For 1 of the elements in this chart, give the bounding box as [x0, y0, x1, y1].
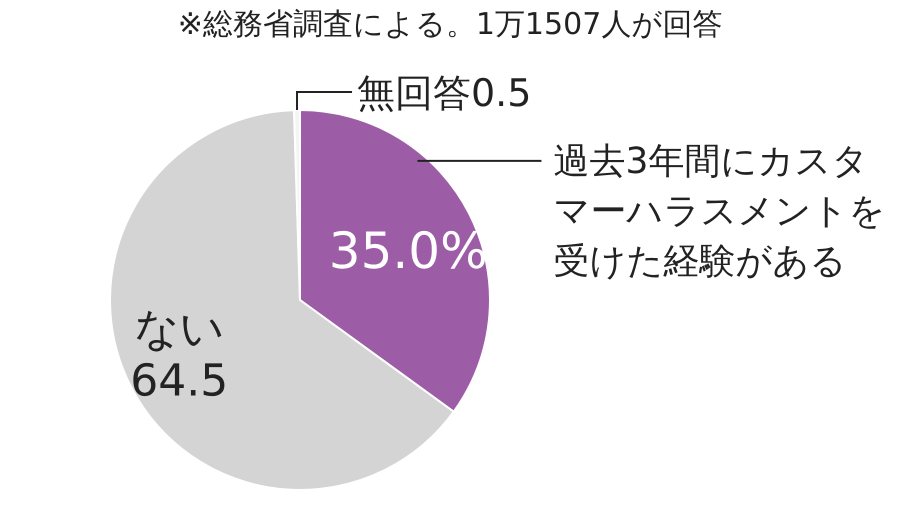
title: ※総務省調査による。1万1507人が回答 — [178, 7, 722, 42]
